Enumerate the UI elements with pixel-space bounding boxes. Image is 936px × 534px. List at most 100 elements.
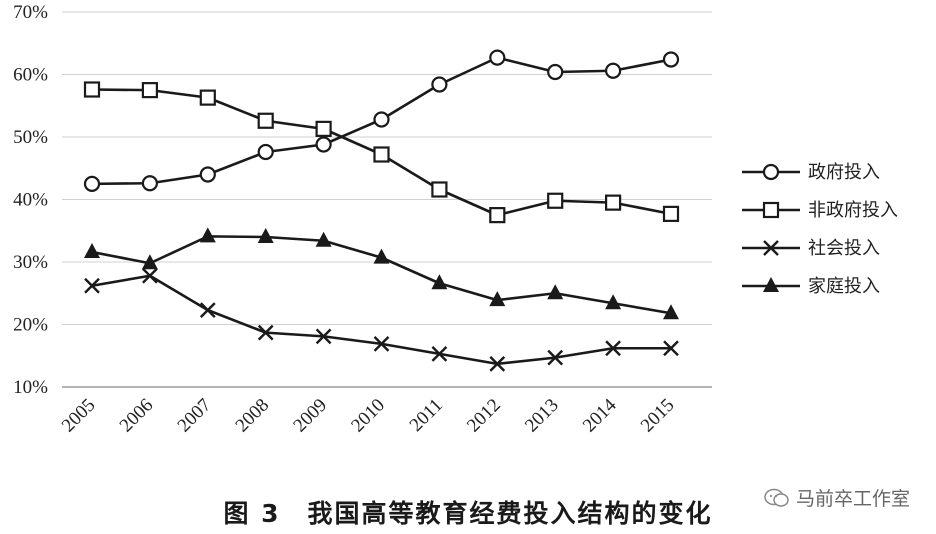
data-point [199,227,216,243]
series-1 [83,49,680,192]
data-point [547,349,564,366]
legend-item: 家庭投入 [742,276,880,297]
data-point [257,324,274,341]
x-tick-label: 2015 [637,395,679,437]
x-stroke [763,240,779,256]
x-stroke [547,349,564,366]
y-tick-label: 10% [13,377,48,398]
watermark: 马前卒工作室 [764,484,910,511]
y-tick-label: 60% [13,65,48,86]
data-point [662,51,680,68]
data-point [83,175,101,192]
x-tick-label: 2008 [232,395,274,437]
data-point [373,336,390,352]
data-point [662,205,680,222]
data-point [547,284,564,300]
data-point [373,146,390,163]
x-tick-label: 2005 [58,395,100,437]
legend-marker [762,163,780,181]
x-stroke [84,277,100,294]
wechat-icon [764,488,789,507]
data-point [489,291,506,307]
legend-marker [762,201,780,219]
data-point [604,194,622,211]
series-2 [83,81,680,224]
data-point [489,207,506,224]
data-point [604,62,622,79]
x-stroke [257,324,274,341]
data-point [142,267,158,284]
legend-label: 政府投入 [808,162,880,183]
y-tick-label: 30% [13,252,48,273]
series-group [83,49,680,372]
data-point [315,328,332,345]
data-point [141,254,158,270]
y-axis-ticks: 10% 20% 30% 40% 50% 60% 70% [13,2,48,398]
data-point [547,192,564,209]
gridlines [62,11,712,388]
figure-caption: 图 3 我国高等教育经费投入结构的变化 [223,499,713,528]
legend-label: 家庭投入 [808,276,880,297]
series-line [91,274,671,366]
data-point [257,228,274,243]
series-4 [84,227,679,320]
data-point [315,231,332,247]
x-stroke [605,340,621,357]
x-tick-label: 2006 [116,395,158,437]
data-point [547,63,564,81]
data-point [84,243,100,258]
x-stroke [315,328,332,345]
data-point [663,340,679,357]
data-point [663,304,679,320]
x-stroke [373,336,390,352]
y-tick-label: 70% [13,2,48,23]
y-tick-label: 20% [13,315,48,336]
x-tick-label: 2013 [521,395,563,437]
data-point [431,346,448,362]
series-3 [84,267,679,372]
data-point [257,112,274,129]
data-point [199,166,216,183]
data-point [84,277,100,294]
x-axis-ticks: 2005 2006 2007 2008 2009 2010 2011 2012 2013 2014… [58,394,679,436]
y-tick-label: 50% [13,127,48,148]
legend-label: 社会投入 [808,238,880,259]
y-tick-label: 40% [13,190,48,211]
data-point [257,143,274,161]
legend-item: 非政府投入 [742,200,898,221]
data-point [605,340,621,357]
data-point [315,120,332,137]
series-line [91,235,672,315]
x-tick-label: 2010 [347,395,389,437]
data-point [431,76,448,93]
data-point [83,81,101,98]
data-point [489,49,506,66]
data-point [373,111,390,128]
data-point [431,274,448,290]
x-tick-label: 2014 [579,394,621,436]
data-point [605,294,622,310]
x-tick-label: 2011 [406,395,447,436]
data-point [373,248,390,264]
data-point [199,89,216,106]
legend-marker [763,240,779,256]
x-tick-label: 2009 [289,395,331,437]
watermark-text: 马前卒工作室 [795,488,910,510]
legend-marker [763,277,779,292]
x-stroke [663,340,679,357]
data-point [315,136,332,153]
data-point [199,302,216,318]
legend-label: 非政府投入 [808,200,898,221]
data-point [141,82,158,99]
legend-item: 社会投入 [742,238,880,259]
data-point [431,181,448,198]
x-tick-label: 2007 [174,395,216,437]
x-stroke [142,267,158,284]
data-point [141,175,158,192]
x-stroke [431,346,448,362]
data-point [489,356,506,372]
x-stroke [489,356,506,372]
x-stroke [199,302,216,318]
